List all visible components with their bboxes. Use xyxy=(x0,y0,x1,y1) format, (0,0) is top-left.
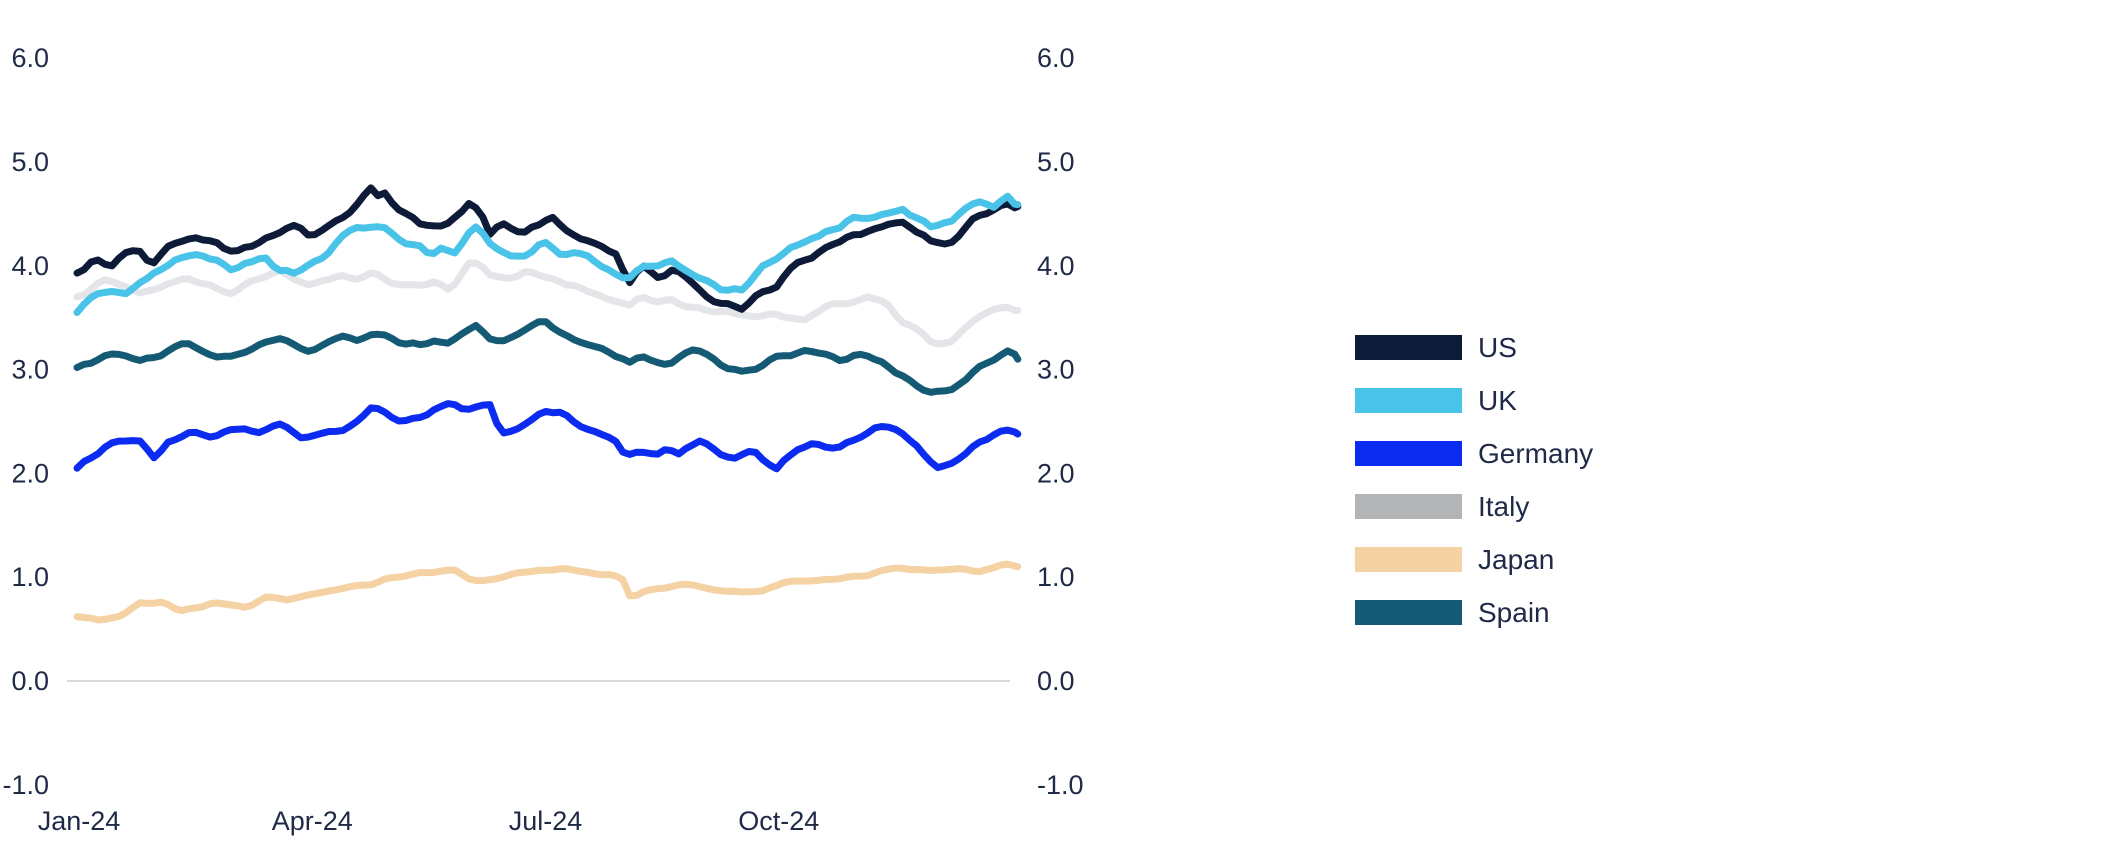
y-axis-label-left-3.0: 3.0 xyxy=(11,355,49,385)
y-axis-label-left-6.0: 6.0 xyxy=(11,43,49,73)
y-axis-label-right-6.0: 6.0 xyxy=(1037,43,1075,73)
x-axis-label-Jul-24: Jul-24 xyxy=(509,806,583,836)
y-axis-label-left-5.0: 5.0 xyxy=(11,147,49,177)
x-axis-label-Jan-24: Jan-24 xyxy=(38,806,121,836)
legend-item-germany: Germany xyxy=(1355,438,1594,469)
legend-label-italy: Italy xyxy=(1478,491,1530,522)
legend-label-spain: Spain xyxy=(1478,597,1550,628)
legend-label-germany: Germany xyxy=(1478,438,1594,469)
legend-swatch-uk xyxy=(1355,388,1462,413)
legend-item-italy: Italy xyxy=(1355,491,1530,522)
legend-swatch-japan xyxy=(1355,547,1462,572)
legend-item-uk: UK xyxy=(1355,385,1517,416)
y-axis-label-right-1.0: 1.0 xyxy=(1037,562,1075,592)
legend-swatch-germany xyxy=(1355,441,1462,466)
legend-label-uk: UK xyxy=(1478,385,1517,416)
y-axis-label-left-4.0: 4.0 xyxy=(11,251,49,281)
y-axis-label-left--1.0: -1.0 xyxy=(2,770,49,800)
x-axis-label-Oct-24: Oct-24 xyxy=(738,806,819,836)
legend-swatch-spain xyxy=(1355,600,1462,625)
series-line-germany xyxy=(73,400,1022,473)
y-axis-label-right-0.0: 0.0 xyxy=(1037,666,1075,696)
series-line-spain xyxy=(73,318,1022,396)
legend-item-spain: Spain xyxy=(1355,597,1550,628)
y-axis-label-right-2.0: 2.0 xyxy=(1037,458,1075,488)
series-line-italy xyxy=(73,259,1022,348)
series-line-uk xyxy=(73,192,1022,316)
y-axis-label-right-4.0: 4.0 xyxy=(1037,251,1075,281)
legend-item-us: US xyxy=(1355,332,1517,363)
series-line-us xyxy=(73,184,1022,313)
legend-label-japan: Japan xyxy=(1478,544,1555,575)
y-axis-label-right-5.0: 5.0 xyxy=(1037,147,1075,177)
y-axis-label-right-3.0: 3.0 xyxy=(1037,355,1075,385)
series-line-japan xyxy=(73,560,1022,624)
x-axis-label-Apr-24: Apr-24 xyxy=(272,806,353,836)
y-axis-label-left-1.0: 1.0 xyxy=(11,562,49,592)
legend-swatch-us xyxy=(1355,335,1462,360)
y-axis-label-left-2.0: 2.0 xyxy=(11,458,49,488)
legend-label-us: US xyxy=(1478,332,1517,363)
legend-item-japan: Japan xyxy=(1355,544,1555,575)
legend-swatch-italy xyxy=(1355,494,1462,519)
y-axis-label-left-0.0: 0.0 xyxy=(11,666,49,696)
y-axis-label-right--1.0: -1.0 xyxy=(1037,770,1084,800)
